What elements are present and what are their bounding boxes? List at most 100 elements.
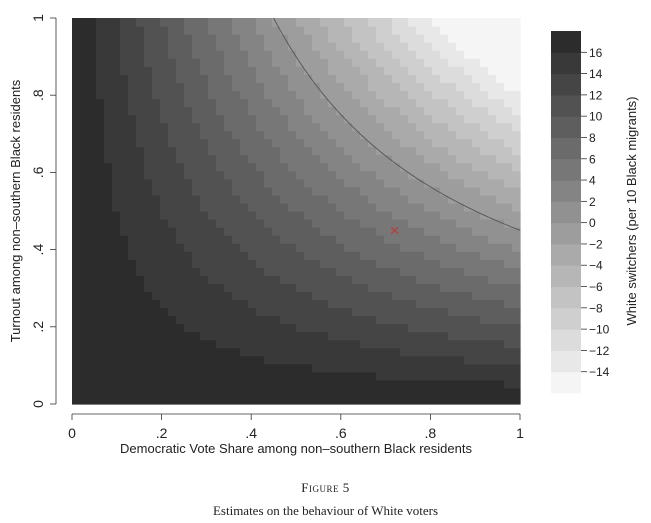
contour-cell xyxy=(456,138,465,148)
contour-cell xyxy=(320,371,329,381)
contour-cell xyxy=(496,355,505,365)
contour-cell xyxy=(472,138,481,148)
contour-cell xyxy=(104,66,113,75)
contour-cell xyxy=(200,74,209,83)
contour-cell xyxy=(160,74,169,83)
contour-cell xyxy=(424,371,433,381)
contour-cell xyxy=(376,347,385,357)
contour-cell xyxy=(344,211,353,220)
contour-cell xyxy=(288,323,297,333)
contour-cell xyxy=(392,387,401,397)
contour-cell xyxy=(376,106,385,116)
contour-cell xyxy=(232,138,241,148)
contour-cell xyxy=(264,178,273,188)
contour-cell xyxy=(416,50,425,59)
contour-cell xyxy=(216,307,225,317)
contour-cell xyxy=(96,202,105,212)
contour-cell xyxy=(464,114,473,124)
contour-cell xyxy=(176,202,185,212)
contour-cell xyxy=(456,122,465,132)
contour-cell xyxy=(280,42,289,51)
contour-cell xyxy=(248,371,257,381)
contour-cell xyxy=(376,339,385,349)
contour-cell xyxy=(344,259,353,268)
contour-cell xyxy=(312,114,321,124)
contour-cell xyxy=(144,395,153,405)
contour-cell xyxy=(224,235,233,244)
contour-cell xyxy=(176,259,185,268)
contour-cell xyxy=(352,379,361,389)
contour-cell xyxy=(200,395,209,405)
contour-cell xyxy=(208,34,217,43)
contour-cell xyxy=(128,283,137,293)
contour-cell xyxy=(232,291,241,301)
contour-cell xyxy=(104,299,113,309)
contour-cell xyxy=(176,122,185,132)
contour-cell xyxy=(288,283,297,293)
contour-cell xyxy=(112,50,121,59)
contour-cell xyxy=(368,130,377,140)
contour-cell xyxy=(128,186,137,196)
contour-cell xyxy=(120,259,129,268)
contour-cell xyxy=(480,251,489,260)
contour-cell xyxy=(296,387,305,397)
contour-cell xyxy=(72,170,81,180)
contour-cell xyxy=(384,202,393,212)
contour-cell xyxy=(456,307,465,317)
contour-cell xyxy=(256,227,265,236)
contour-cell xyxy=(264,202,273,212)
contour-cell xyxy=(280,347,289,357)
contour-cell xyxy=(216,331,225,341)
contour-cell xyxy=(336,211,345,220)
contour-cell xyxy=(168,299,177,309)
contour-cell xyxy=(144,82,153,91)
contour-cell xyxy=(120,315,129,325)
contour-cell xyxy=(168,34,177,43)
contour-cell xyxy=(120,26,129,35)
contour-cell xyxy=(352,162,361,172)
contour-cell xyxy=(152,58,161,67)
contour-cell xyxy=(456,243,465,252)
contour-cell xyxy=(104,26,113,35)
contour-cell xyxy=(288,114,297,124)
contour-cell xyxy=(400,82,409,91)
contour-cell xyxy=(312,42,321,51)
contour-cell xyxy=(376,235,385,244)
contour-cell xyxy=(472,146,481,156)
contour-cell xyxy=(88,275,97,284)
contour-cell xyxy=(464,371,473,381)
contour-cell xyxy=(272,347,281,357)
contour-cell xyxy=(368,194,377,204)
contour-cell xyxy=(144,162,153,172)
contour-cell xyxy=(72,42,81,51)
contour-cell xyxy=(128,235,137,244)
contour-cell xyxy=(280,235,289,244)
contour-cell xyxy=(104,42,113,51)
contour-cell xyxy=(384,347,393,357)
contour-cell xyxy=(384,227,393,236)
contour-cell xyxy=(248,307,257,317)
contour-cell xyxy=(184,251,193,260)
contour-cell xyxy=(496,299,505,309)
contour-cell xyxy=(144,355,153,365)
contour-cell xyxy=(360,194,369,204)
contour-cell xyxy=(272,299,281,309)
colorbar-tick-label: −4 xyxy=(589,259,603,273)
contour-cell xyxy=(416,58,425,67)
contour-cell xyxy=(504,146,513,156)
y-tick-label: .4 xyxy=(30,244,46,256)
contour-cell xyxy=(240,235,249,244)
contour-cell xyxy=(328,106,337,116)
contour-cell xyxy=(400,138,409,148)
contour-cell xyxy=(112,26,121,35)
contour-cell xyxy=(232,371,241,381)
contour-cell xyxy=(192,122,201,132)
contour-cell xyxy=(256,291,265,301)
contour-cell xyxy=(376,170,385,180)
contour-cell xyxy=(312,251,321,260)
contour-cell xyxy=(152,42,161,51)
contour-cell xyxy=(240,259,249,268)
contour-cell xyxy=(264,315,273,325)
contour-cell xyxy=(312,235,321,244)
contour-cell xyxy=(304,283,313,293)
